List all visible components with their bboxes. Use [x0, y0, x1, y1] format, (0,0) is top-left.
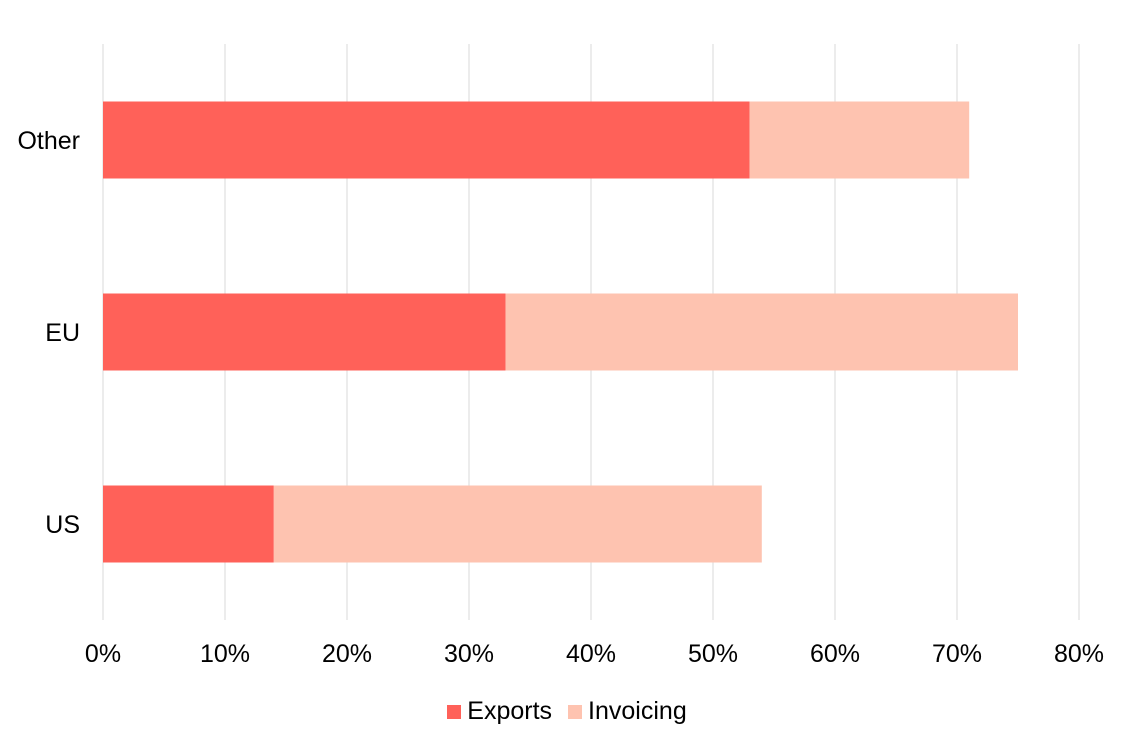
legend-label-exports: Exports: [467, 697, 553, 725]
legend-item-invoicing: Invoicing: [568, 697, 687, 726]
legend-swatch-exports: [447, 704, 462, 719]
bar-invoicing-us: [273, 485, 762, 563]
y-category-label: US: [45, 511, 80, 539]
x-tick-label: 0%: [85, 640, 121, 668]
x-tick-label: 50%: [688, 640, 738, 668]
y-axis-category-labels: Other EU US: [17, 127, 80, 539]
x-axis-tick-labels: 0% 10% 20% 30% 40% 50% 60% 70% 80%: [85, 640, 1104, 668]
y-category-label: Other: [17, 127, 80, 155]
legend-label-invoicing: Invoicing: [588, 697, 687, 725]
x-tick-label: 60%: [810, 640, 860, 668]
x-tick-label: 40%: [566, 640, 616, 668]
x-tick-label: 10%: [200, 640, 250, 668]
bar-invoicing-eu: [505, 293, 1019, 371]
legend: Exports Invoicing: [0, 697, 1134, 726]
x-tick-label: 20%: [322, 640, 372, 668]
x-tick-label: 30%: [444, 640, 494, 668]
y-category-label: EU: [45, 319, 80, 347]
x-tick-label: 80%: [1054, 640, 1104, 668]
chart-svg: 0% 10% 20% 30% 40% 50% 60% 70% 80% Other EU US: [17, 44, 1104, 668]
bar-exports-us: [103, 485, 274, 563]
bar-exports-other: [103, 101, 750, 179]
bar-exports-eu: [103, 293, 506, 371]
x-tick-label: 70%: [932, 640, 982, 668]
bars: [103, 101, 1019, 563]
bar-invoicing-other: [749, 101, 970, 179]
legend-item-exports: Exports: [447, 697, 552, 726]
legend-swatch-invoicing: [568, 704, 583, 719]
